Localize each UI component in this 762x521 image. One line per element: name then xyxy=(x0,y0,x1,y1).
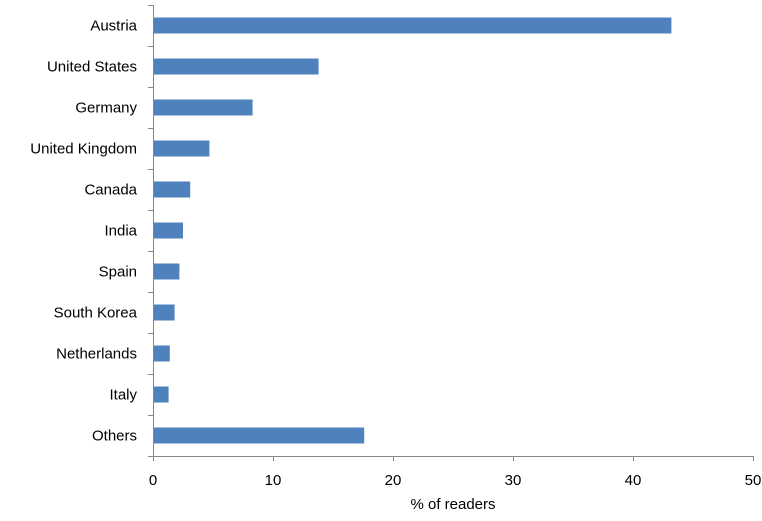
x-tick-label: 40 xyxy=(625,472,642,489)
y-ticks-group: Austria United States Germany United Kingdo… xyxy=(30,5,153,457)
x-ticks-group: 0 10 20 30 40 50 xyxy=(149,456,762,489)
y-tick-label: Others xyxy=(92,428,137,445)
y-tick-label: Austria xyxy=(90,18,137,35)
bar-united-states xyxy=(154,58,319,75)
y-tick-label: India xyxy=(104,223,137,240)
x-tick-label: 0 xyxy=(149,472,157,489)
x-axis-title: % of readers xyxy=(410,496,495,513)
bar-spain xyxy=(154,263,180,280)
axes-group xyxy=(153,5,753,457)
bar-india xyxy=(154,222,183,239)
y-tick-label: Spain xyxy=(99,264,137,281)
bar-italy xyxy=(154,386,169,403)
y-tick-label: Italy xyxy=(109,387,137,404)
y-tick-label: Germany xyxy=(75,100,137,117)
y-tick-label: United States xyxy=(47,59,137,76)
bar-canada xyxy=(154,181,191,198)
bars-group xyxy=(154,17,672,444)
bar-united-kingdom xyxy=(154,140,210,157)
x-tick-label: 30 xyxy=(505,472,522,489)
y-tick-label: South Korea xyxy=(54,305,138,322)
y-tick-label: United Kingdom xyxy=(30,141,137,158)
y-tick-label: Netherlands xyxy=(56,346,137,363)
x-tick-label: 10 xyxy=(265,472,282,489)
bar-south-korea xyxy=(154,304,175,321)
bar-others xyxy=(154,427,365,444)
x-tick-label: 20 xyxy=(385,472,402,489)
x-tick-label: 50 xyxy=(745,472,762,489)
bar-netherlands xyxy=(154,345,170,362)
y-tick-label: Canada xyxy=(84,182,137,199)
bar-germany xyxy=(154,99,253,116)
bar-austria xyxy=(154,17,672,34)
